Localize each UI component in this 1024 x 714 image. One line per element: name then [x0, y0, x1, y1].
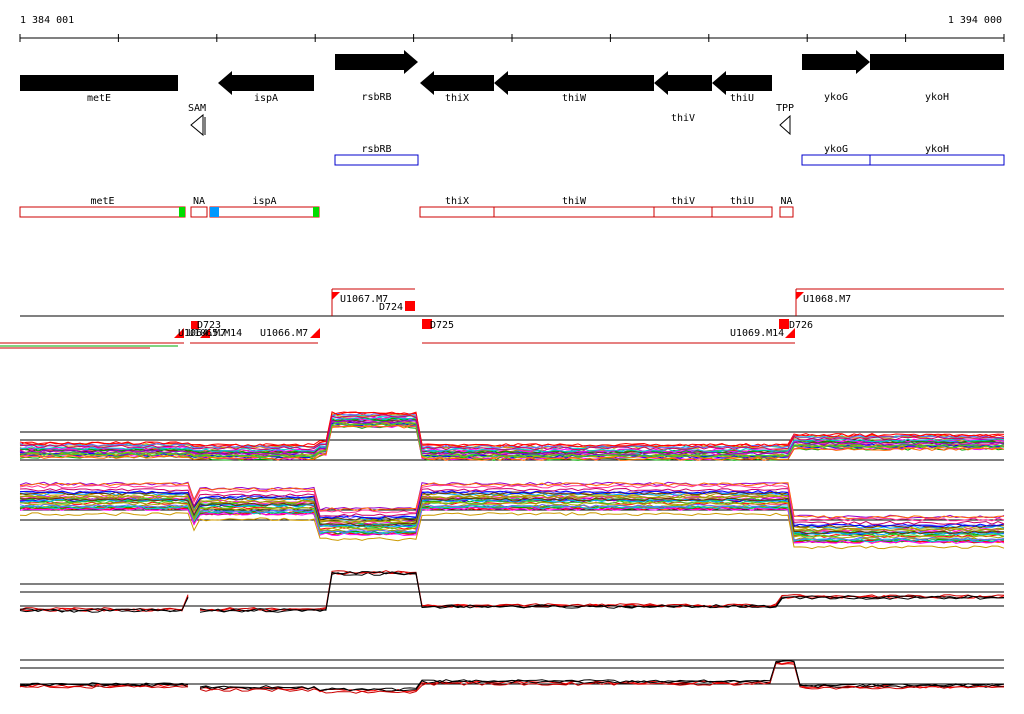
- operon-label: rsbRB: [361, 144, 391, 155]
- gene-arrow: [494, 71, 654, 95]
- transcript-box: [190, 206, 208, 218]
- riboswitch-marker: [779, 114, 791, 136]
- transcript-tag: [313, 207, 319, 217]
- ruler-end-label: 1 394 000: [948, 15, 1002, 26]
- operon-track: rsbRB ykoG ykoH: [334, 144, 1005, 166]
- gene-rsbRB[interactable]: rsbRB: [335, 50, 418, 103]
- gene-label: thiV: [671, 113, 695, 124]
- gene-ykoG[interactable]: ykoG: [802, 50, 870, 103]
- transcript-thiU[interactable]: thiU: [711, 196, 773, 218]
- segment-label-U1069: U1069.M14: [730, 328, 784, 339]
- transcript-label: NA: [780, 196, 792, 207]
- gene-arrow: [712, 71, 772, 95]
- operon-box: [869, 154, 1005, 166]
- riboswitch-marker: [190, 113, 204, 137]
- segmentation-track: U1064.M7U1065.M14D723U1066.M7U1067.M7D72…: [0, 288, 1004, 349]
- riboswitch-sam[interactable]: SAM: [188, 103, 206, 137]
- gene-ykoH[interactable]: ykoH: [870, 54, 1004, 103]
- ruler-ticks: [19, 34, 1005, 42]
- transcript-box: [779, 206, 794, 218]
- transcript-box: [19, 206, 186, 218]
- gene-label: thiW: [562, 93, 587, 104]
- transcript-thiX[interactable]: thiX: [419, 196, 495, 218]
- segment-label-D725: D725: [430, 320, 454, 331]
- gene-ispA[interactable]: ispA: [218, 71, 314, 104]
- transcript-label: NA: [193, 196, 205, 207]
- gene-arrow: [420, 71, 494, 95]
- gene-label: ykoG: [824, 92, 848, 103]
- transcript-box: [711, 206, 773, 218]
- transcript-metE[interactable]: metE: [19, 196, 186, 218]
- gene-label: metE: [87, 93, 111, 104]
- segment-label-U1065: U1065.M14: [188, 328, 242, 339]
- transcript-label: thiU: [730, 196, 754, 207]
- transcript-tag: [210, 207, 219, 217]
- transcript-track: metE NA ispA thiX thiW thiV thiU NA: [19, 196, 794, 218]
- riboswitch-tpp[interactable]: TPP: [776, 103, 794, 136]
- segment-label-U1066: U1066.M7: [260, 328, 308, 339]
- transcript-na-1[interactable]: NA: [190, 196, 208, 218]
- operon-box: [801, 154, 871, 166]
- gene-label: ykoH: [925, 92, 949, 103]
- transcript-label: thiV: [671, 196, 695, 207]
- segment-label-U1064: U1064.M7: [178, 328, 226, 339]
- operon-rsbRB[interactable]: rsbRB: [334, 144, 419, 166]
- expression-profile-panel-4: [19, 659, 1005, 694]
- riboswitch-label: TPP: [776, 103, 794, 114]
- transcript-thiW[interactable]: thiW: [493, 196, 655, 218]
- transcript-label: ispA: [252, 196, 276, 207]
- gene-arrow: [335, 50, 418, 74]
- coordinate-ruler: 1 384 001 1 394 000: [19, 15, 1005, 42]
- segment-label-D723: D723: [197, 320, 221, 331]
- ruler-start-label: 1 384 001: [20, 15, 74, 26]
- expression-profile-panel-2: [19, 481, 1005, 550]
- gene-arrow: [218, 71, 314, 95]
- riboswitch-track: SAM TPP: [188, 103, 794, 137]
- gene-label: ispA: [254, 93, 278, 104]
- gene-label: thiX: [445, 93, 469, 104]
- gene-arrow: [20, 75, 178, 91]
- transcript-ispA[interactable]: ispA: [209, 196, 320, 218]
- expression-profile-panel-1: [19, 411, 1005, 461]
- operon-label: ykoH: [925, 144, 949, 155]
- transcript-na-2[interactable]: NA: [779, 196, 794, 218]
- transcript-box: [653, 206, 713, 218]
- segment-label-D726: D726: [789, 320, 813, 331]
- transcript-label: metE: [90, 196, 114, 207]
- segment-label-U1067: U1067.M7: [340, 294, 388, 305]
- gene-thiW[interactable]: thiW: [494, 71, 654, 104]
- transcript-tag: [179, 207, 185, 217]
- operon-box: [334, 154, 419, 166]
- segment-label-D724: D724: [379, 302, 403, 313]
- transcript-box: [209, 206, 320, 218]
- operon-ykoG[interactable]: ykoG: [801, 144, 871, 166]
- gene-annotation-track: metE ispA rsbRB thiX thiW thiV thiU ykoG ykoH: [20, 50, 1004, 124]
- operon-ykoH[interactable]: ykoH: [869, 144, 1005, 166]
- gene-metE[interactable]: metE: [20, 75, 178, 104]
- expression-profile-panel-3: [19, 570, 1005, 613]
- gene-thiV[interactable]: thiV: [654, 71, 712, 124]
- gene-thiU[interactable]: thiU: [712, 71, 772, 104]
- segment-label-U1068: U1068.M7: [803, 294, 851, 305]
- operon-label: ykoG: [824, 144, 848, 155]
- gene-arrow: [870, 54, 1004, 70]
- gene-label: rsbRB: [361, 92, 391, 103]
- transcript-box: [419, 206, 495, 218]
- gene-arrow: [654, 71, 712, 95]
- transcript-label: thiW: [562, 196, 587, 207]
- riboswitch-label: SAM: [188, 103, 206, 114]
- transcript-thiV[interactable]: thiV: [653, 196, 713, 218]
- transcript-label: thiX: [445, 196, 469, 207]
- gene-arrow: [802, 50, 870, 74]
- gene-thiX[interactable]: thiX: [420, 71, 494, 104]
- gene-label: thiU: [730, 93, 754, 104]
- transcript-box: [493, 206, 655, 218]
- expression-profiles: [19, 411, 1005, 694]
